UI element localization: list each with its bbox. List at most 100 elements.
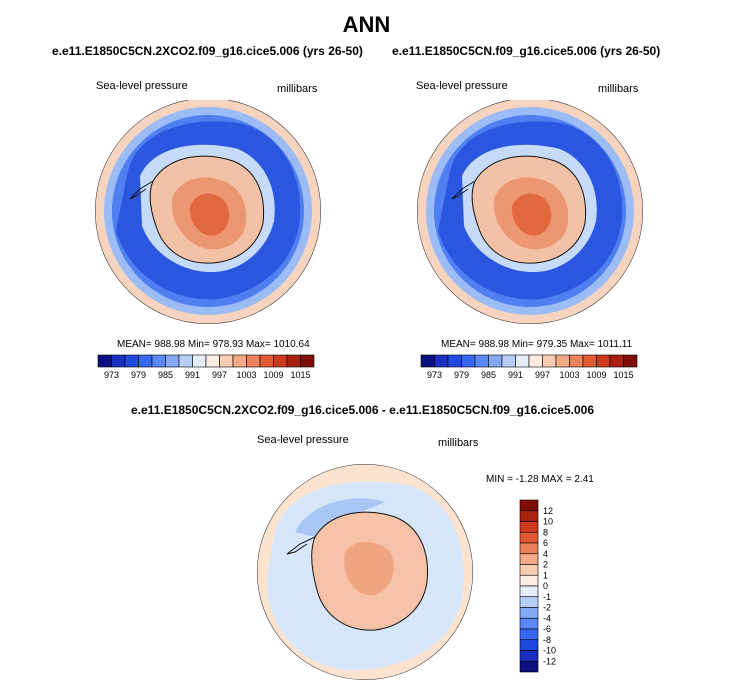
colorbar-2-swatch [555, 354, 570, 368]
colorbar-2-swatch [596, 354, 611, 368]
colorbar-2-tick-label: 985 [481, 370, 496, 380]
colorbar-2-tick-label: 1003 [559, 370, 579, 380]
colorbar-2-swatch [542, 354, 557, 368]
colorbar-2-tick-label: 997 [535, 370, 550, 380]
colorbar-1-tick-label: 1015 [290, 370, 310, 380]
colorbar-diff-tick-label: -10 [543, 646, 556, 656]
colorbar-1-tick-label: 991 [185, 370, 200, 380]
diff-field-label: Sea-level pressure [257, 434, 349, 446]
colorbar-1-swatch [286, 354, 301, 368]
colorbar-2-tick-label: 1009 [586, 370, 606, 380]
colorbar-diff-swatch [519, 521, 539, 533]
colorbar-2-swatch [609, 354, 624, 368]
colorbar-2-swatch [569, 354, 584, 368]
colorbar-2-swatch [515, 354, 530, 368]
diff-case-title: e.e11.E1850C5CN.2XCO2.f09_g16.cice5.006 … [131, 403, 594, 417]
colorbar-diff-swatch [519, 510, 539, 522]
colorbar-2-tick-label: 979 [454, 370, 469, 380]
colorbar-diff-tick-label: 10 [543, 517, 553, 527]
colorbar-diff-swatch [519, 628, 539, 641]
colorbar-1-tick-label: 997 [212, 370, 227, 380]
colorbar-diff-tick-label: 4 [543, 549, 548, 559]
colorbar-diff-tick-label: -12 [543, 656, 556, 666]
colorbar-2-tick-label: 1015 [613, 370, 633, 380]
colorbar-diff-swatch [519, 617, 539, 630]
colorbar-1-tick-label: 973 [104, 370, 119, 380]
panel-1-case-title: e.e11.E1850C5CN.2XCO2.f09_g16.cice5.006 … [52, 44, 363, 58]
colorbar-diff-swatch [519, 639, 539, 651]
colorbar-1-swatch [246, 354, 261, 368]
map-2-coastline [451, 155, 587, 264]
colorbar-2-swatch [501, 354, 516, 368]
colorbar-2-swatch [474, 354, 489, 368]
figure-title: ANN [342, 12, 391, 37]
colorbar-1-swatch [273, 354, 288, 368]
colorbar-2-swatch [582, 354, 597, 368]
colorbar-diff-swatch [519, 574, 539, 587]
colorbar-1-swatch [232, 354, 247, 368]
colorbar-diff-swatch [519, 660, 539, 673]
colorbar-diff-swatch [519, 542, 539, 555]
colorbar-2-swatch [447, 354, 462, 368]
colorbar-2-tick-label: 973 [427, 370, 442, 380]
colorbar-diff-tick-label: -4 [543, 613, 551, 623]
colorbar-diff-tick-label: -8 [543, 635, 551, 645]
colorbar-diff-swatch [519, 650, 539, 662]
colorbar-2-swatch [623, 354, 638, 368]
colorbar-2-swatch [528, 354, 543, 368]
colorbar-1-swatch [111, 354, 126, 368]
map-panel-diff [257, 464, 473, 680]
panel-2-stats: MEAN= 988.98 Min= 979.35 Max= 1011.11 [441, 339, 633, 350]
colorbar-1-tick-label: 1003 [236, 370, 256, 380]
colorbar-1-swatch [192, 354, 207, 368]
panel-2-units-label: millibars [598, 83, 639, 95]
colorbar-1-tick-label: 1009 [263, 370, 283, 380]
colorbar-diff-swatch [519, 585, 539, 598]
colorbar-1-swatch [300, 354, 315, 368]
colorbar-diff-swatch [519, 607, 539, 619]
colorbar-1-swatch [138, 354, 153, 368]
colorbar-1-swatch [205, 354, 220, 368]
colorbar-1-tick-label: 979 [131, 370, 146, 380]
colorbar-diff-tick-label: 1 [543, 570, 548, 580]
panel-1-field-label: Sea-level pressure [96, 80, 188, 92]
diff-map-coastline [286, 511, 429, 631]
panel-2-case-title: e.e11.E1850C5CN.f09_g16.cice5.006 (yrs 2… [392, 44, 661, 58]
colorbar-diff-tick-label: -2 [543, 603, 551, 613]
colorbar-diff-swatch [519, 564, 539, 576]
colorbar-1-tick-label: 985 [158, 370, 173, 380]
diff-map-positive-core [344, 541, 394, 596]
diff-stats: MIN = -1.28 MAX = 2.41 [486, 474, 594, 485]
panel-1-stats: MEAN= 988.98 Min= 978.93 Max= 1010.64 [117, 339, 310, 350]
colorbar-1-swatch [219, 354, 234, 368]
colorbar-1-swatch [165, 354, 180, 368]
colorbar-1-swatch [151, 354, 166, 368]
map-2-high [511, 193, 552, 236]
colorbar-diff-swatch [519, 499, 539, 512]
map-1-high [189, 193, 230, 236]
colorbar-diff-tick-label: -1 [543, 592, 551, 602]
colorbar-diff-tick-label: -6 [543, 624, 551, 634]
colorbar-2-swatch [461, 354, 476, 368]
panel-1-units-label: millibars [277, 83, 318, 95]
colorbar-1-swatch [259, 354, 274, 368]
diff-units-label: millibars [438, 437, 479, 449]
colorbar-diff-swatch [519, 596, 539, 608]
colorbar-2-swatch [488, 354, 503, 368]
map-1-coastline [129, 155, 265, 264]
colorbar-diff-tick-label: 2 [543, 560, 548, 570]
colorbar-2-swatch [420, 354, 435, 368]
colorbar-diff-swatch [519, 531, 539, 544]
colorbar-panel-2: 973 979 985 991 997 1003 1009 1015 [420, 354, 638, 380]
colorbar-diff-tick-label: 6 [543, 538, 548, 548]
colorbar-diff-tick-label: 12 [543, 506, 553, 516]
panel-2-field-label: Sea-level pressure [416, 80, 508, 92]
colorbar-2-tick-label: 991 [508, 370, 523, 380]
map-panel-2 [417, 100, 643, 324]
colorbar-1-swatch [178, 354, 193, 368]
colorbar-2-swatch [434, 354, 449, 368]
colorbar-1-swatch [124, 354, 139, 368]
colorbar-diff-swatch [519, 553, 539, 565]
colorbar-1-swatch [97, 354, 112, 368]
